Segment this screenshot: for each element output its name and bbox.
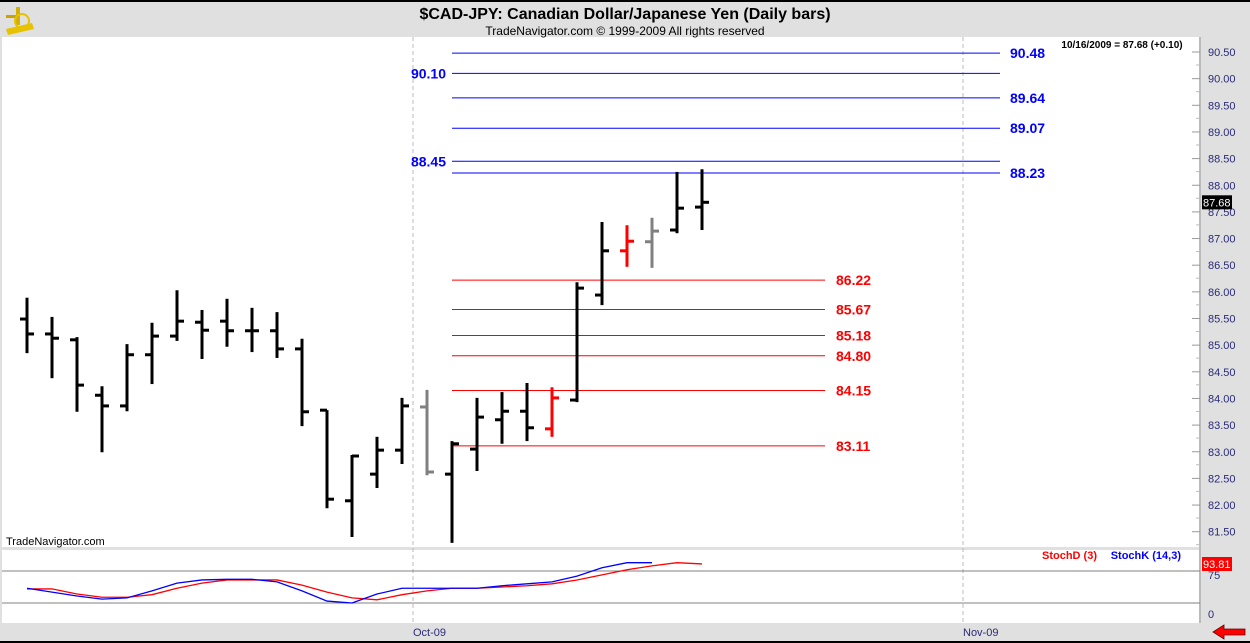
resistance-label: 90.10 bbox=[411, 65, 446, 81]
sextant-icon bbox=[6, 7, 34, 35]
stochd-legend: StochD (3) bbox=[1042, 550, 1097, 562]
y-tick-label: 85.50 bbox=[1208, 314, 1236, 326]
support-label: 84.80 bbox=[836, 348, 871, 364]
y-tick-label: 90.00 bbox=[1208, 74, 1236, 86]
support-label: 85.18 bbox=[836, 328, 871, 344]
resistance-label: 90.48 bbox=[1010, 45, 1045, 61]
y-tick-label: 86.00 bbox=[1208, 287, 1236, 299]
y-tick-label: 83.50 bbox=[1208, 420, 1236, 432]
y-tick-label: 82.00 bbox=[1208, 500, 1236, 512]
last-bar-info: 10/16/2009 = 87.68 (+0.10) bbox=[1061, 40, 1182, 51]
red-left-arrow-icon[interactable] bbox=[1212, 624, 1246, 640]
y-tick-label: 82.50 bbox=[1208, 473, 1236, 485]
y-tick-label: 88.00 bbox=[1208, 180, 1236, 192]
resistance-label: 88.45 bbox=[411, 153, 446, 169]
chart-title: $CAD-JPY: Canadian Dollar/Japanese Yen (… bbox=[419, 6, 830, 23]
chart-subtitle: TradeNavigator.com © 1999-2009 All right… bbox=[485, 24, 764, 38]
y-tick-label: 89.50 bbox=[1208, 100, 1236, 112]
stoch-last-marker bbox=[1202, 557, 1232, 571]
y-tick-label: 84.50 bbox=[1208, 367, 1236, 379]
x-tick-label: Oct-09 bbox=[413, 627, 446, 639]
support-label: 83.11 bbox=[836, 438, 870, 454]
support-label: 86.22 bbox=[836, 272, 871, 288]
y-tick-label: 88.50 bbox=[1208, 154, 1236, 166]
support-label: 84.15 bbox=[836, 382, 871, 398]
stoch-tick-label: 75 bbox=[1208, 570, 1220, 582]
stoch-last-label: 93.81 bbox=[1203, 559, 1231, 571]
y-tick-label: 84.00 bbox=[1208, 393, 1236, 405]
support-label: 85.67 bbox=[836, 301, 871, 317]
y-tick-label: 85.00 bbox=[1208, 340, 1236, 352]
y-tick-label: 89.00 bbox=[1208, 127, 1236, 139]
y-tick-label: 90.50 bbox=[1208, 47, 1236, 59]
y-tick-label: 86.50 bbox=[1208, 260, 1236, 272]
y-tick-label: 87.00 bbox=[1208, 234, 1236, 246]
stochastic-pane bbox=[2, 550, 1200, 623]
last-price-label: 87.68 bbox=[1203, 197, 1231, 209]
last-price-marker bbox=[1202, 195, 1232, 210]
y-tick-label: 87.50 bbox=[1208, 207, 1236, 219]
x-tick-label: Nov-09 bbox=[963, 627, 998, 639]
stoch-tick-label: 0 bbox=[1208, 609, 1214, 621]
resistance-label: 89.07 bbox=[1010, 120, 1045, 136]
stochk-line bbox=[26, 562, 652, 604]
y-tick-label: 81.50 bbox=[1208, 527, 1236, 539]
watermark: TradeNavigator.com bbox=[6, 536, 105, 548]
y-tick-label: 83.00 bbox=[1208, 447, 1236, 459]
resistance-label: 88.23 bbox=[1010, 165, 1045, 181]
resistance-label: 89.64 bbox=[1010, 90, 1045, 106]
stochk-legend: StochK (14,3) bbox=[1111, 550, 1182, 562]
